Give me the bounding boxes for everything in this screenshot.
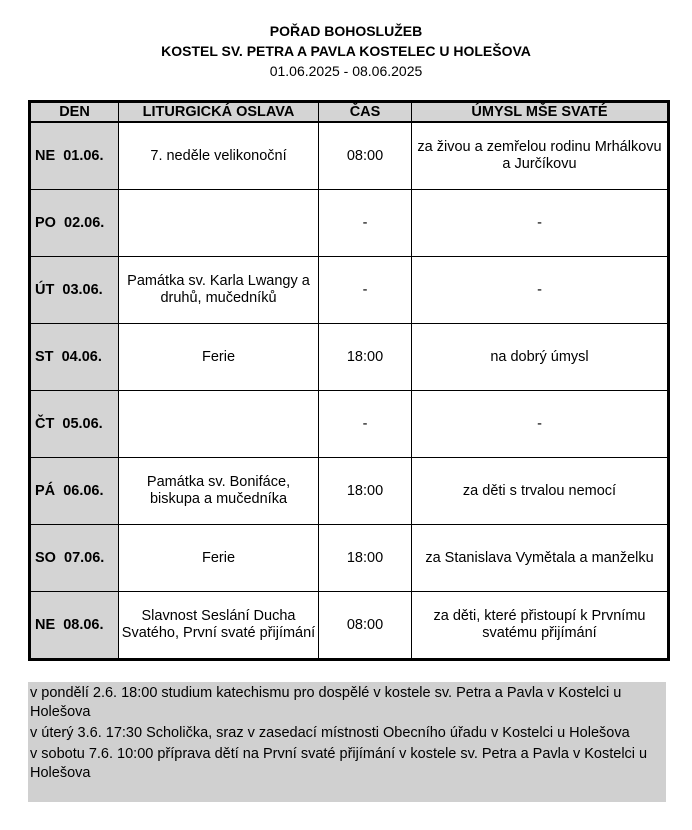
table-row: ČT 05.06. - - xyxy=(29,390,669,458)
celebration-cell: 7. neděle velikonoční xyxy=(118,121,319,190)
date-range: 01.06.2025 - 08.06.2025 xyxy=(269,63,423,79)
celebration-cell: Slavnost Seslání Ducha Svatého, První sv… xyxy=(118,591,319,660)
announcement: v pondělí 2.6. 18:00 studium katechismu … xyxy=(30,685,622,720)
column-header-celebration: LITURGICKÁ OSLAVA xyxy=(118,101,319,123)
day-cell: PÁ 06.06. xyxy=(29,457,119,525)
intention-cell: - xyxy=(411,256,669,324)
table-row: ST 04.06. Ferie 18:00 na dobrý úmysl xyxy=(29,323,669,391)
time-cell: - xyxy=(318,189,412,257)
column-header-time: ČAS xyxy=(318,101,412,123)
celebration-cell: Památka sv. Karla Lwangy a druhů, mučedn… xyxy=(118,256,319,324)
day-cell: ČT 05.06. xyxy=(29,390,119,458)
announcement: v úterý 3.6. 17:30 Scholička, sraz v zas… xyxy=(30,725,630,741)
celebration-cell: Ferie xyxy=(118,524,319,592)
intention-cell: - xyxy=(411,189,669,257)
table-row: PÁ 06.06. Památka sv. Bonifáce, biskupa a… xyxy=(29,457,669,525)
table-row: NE 08.06. Slavnost Seslání Ducha Svatého,… xyxy=(29,591,669,660)
intention-cell: za děti s trvalou nemocí xyxy=(411,457,669,525)
announcements: v pondělí 2.6. 18:00 studium katechismu … xyxy=(28,682,666,802)
schedule-table: DEN LITURGICKÁ OSLAVA ČAS ÚMYSL MŠE SVAT… xyxy=(28,100,670,661)
table-row: NE 01.06. 7. neděle velikonoční 08:00 za ži… xyxy=(29,121,669,190)
time-cell: - xyxy=(318,256,412,324)
time-cell: 18:00 xyxy=(318,323,412,391)
column-header-day: DEN xyxy=(29,101,119,123)
day-cell: NE 01.06. xyxy=(29,121,119,190)
announcement: v sobotu 7.6. 10:00 příprava dětí na Prv… xyxy=(30,746,648,781)
time-cell: 18:00 xyxy=(318,457,412,525)
celebration-cell: Památka sv. Bonifáce, biskupa a mučedník… xyxy=(118,457,319,525)
day-cell: PO 02.06. xyxy=(29,189,119,257)
celebration-cell: Ferie xyxy=(118,323,319,391)
time-cell: 08:00 xyxy=(318,591,412,660)
intention-cell: za živou a zemřelou rodinu Mrhálkovu a J… xyxy=(411,121,669,190)
church-name: KOSTEL SV. PETRA A PAVLA KOSTELEC U HOLE… xyxy=(161,43,531,59)
time-cell: 08:00 xyxy=(318,121,412,190)
intention-cell: na dobrý úmysl xyxy=(411,323,669,391)
day-cell: ÚT 03.06. xyxy=(29,256,119,324)
table-row: ÚT 03.06. Památka sv. Karla Lwangy a druh… xyxy=(29,256,669,324)
time-cell: 18:00 xyxy=(318,524,412,592)
time-cell: - xyxy=(318,390,412,458)
day-cell: ST 04.06. xyxy=(29,323,119,391)
intention-cell: za děti, které přistoupí k Prvnímu svaté… xyxy=(411,591,669,660)
table-row: PO 02.06. - - xyxy=(29,189,669,257)
intention-cell: - xyxy=(411,390,669,458)
table-row: SO 07.06. Ferie 18:00 za Stanislava Vymětal… xyxy=(29,524,669,592)
page-title: POŘAD BOHOSLUŽEB xyxy=(269,23,423,39)
intention-cell: za Stanislava Vymětala a manželku xyxy=(411,524,669,592)
table-header-row: DEN LITURGICKÁ OSLAVA ČAS ÚMYSL MŠE SVAT… xyxy=(29,101,669,123)
column-header-intention: ÚMYSL MŠE SVATÉ xyxy=(411,101,669,123)
day-cell: SO 07.06. xyxy=(29,524,119,592)
celebration-cell xyxy=(118,189,319,257)
day-cell: NE 08.06. xyxy=(29,591,119,660)
celebration-cell xyxy=(118,390,319,458)
